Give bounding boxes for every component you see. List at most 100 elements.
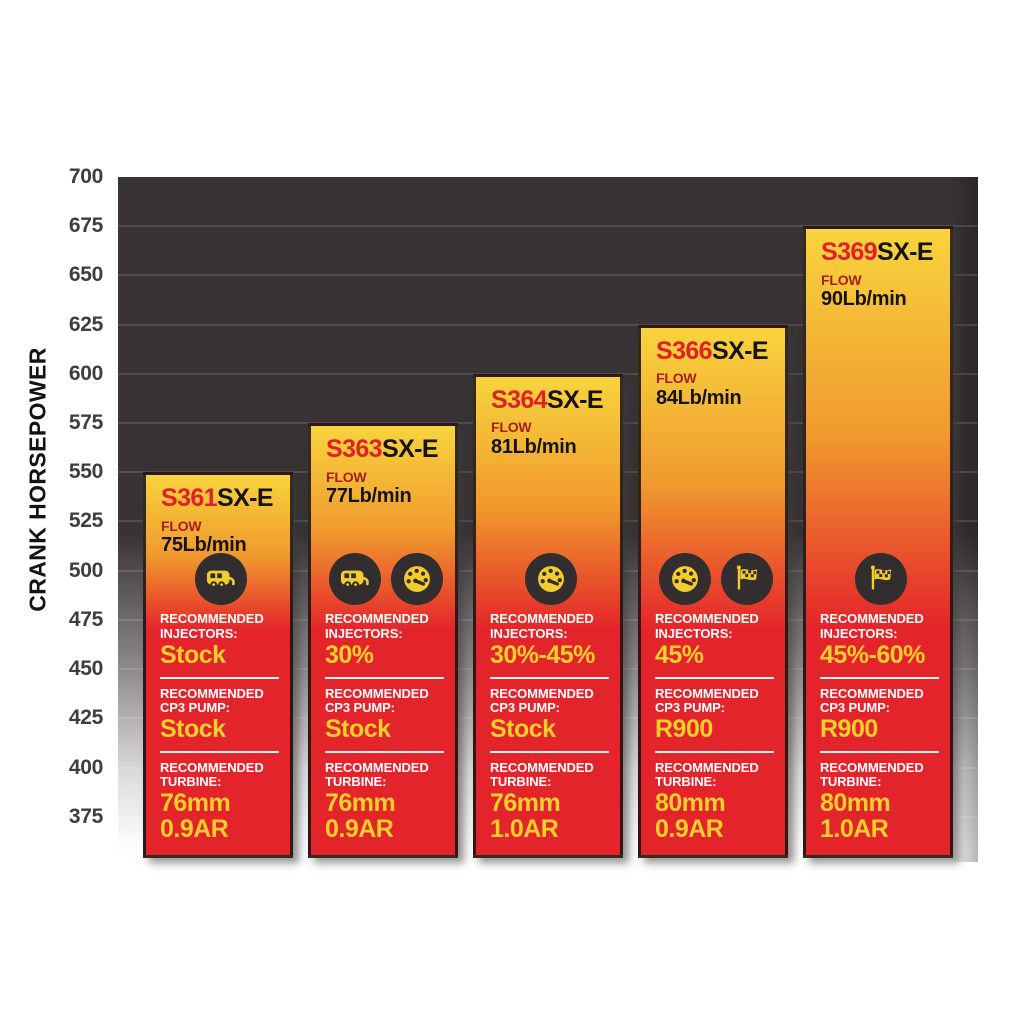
usage-icons [490,553,611,606]
turbine-label: RECOMMENDED TURBINE: [820,759,924,790]
bar-header: S361SX-E FLOW 75Lb/min [146,475,290,557]
separator [655,676,774,679]
y-tick: 500 [68,558,103,582]
y-tick: 550 [68,460,103,484]
bar-specs: RECOMMENDED INJECTORS: 30%-45% RECOMMENDED… [476,553,620,855]
turbine-value-line: 0.9AR [325,815,394,844]
bar-specs: RECOMMENDED INJECTORS: 30% RECOMMENDED CP3… [311,553,455,855]
plot-area: S361SX-E FLOW 75Lb/min RECOMMENDED INJECTOR… [118,177,978,862]
turbine-value-line: 0.9AR [160,815,229,844]
y-tick: 675 [68,214,103,238]
flow-label: FLOW [821,271,862,288]
turbine-value: 76mm 0.9AR [325,791,446,843]
flow-value: 84Lb/min [656,386,742,409]
usage-icons [160,553,281,606]
turbine-label: RECOMMENDED TURBINE: [490,759,594,790]
flow-value: 75Lb/min [161,534,247,557]
usage-icons [325,553,446,606]
y-tick: 525 [68,509,103,533]
rv-icon [328,553,381,606]
flow-label: FLOW [656,370,697,387]
turbine-value-line: 1.0AR [820,815,889,844]
model-name: S364SX-E [491,385,616,414]
model-prefix: S366 [656,336,713,365]
pump-value: Stock [160,715,226,744]
model-prefix: S369 [821,238,878,267]
turbine-value-line: 76mm [160,789,231,818]
model-prefix: S361 [161,484,218,513]
gauge-icon [390,553,443,606]
flow-value: 90Lb/min [821,288,907,311]
model-name: S361SX-E [161,486,286,512]
model-suffix: SX-E [217,484,274,513]
injectors-value: 30%-45% [490,640,595,669]
model-suffix: SX-E [382,435,439,464]
separator [325,750,444,753]
turbine-value: 80mm 0.9AR [655,791,776,843]
injectors-label: RECOMMENDED INJECTORS: [490,611,594,641]
injectors-value: 45% [655,640,704,669]
model-prefix: S363 [326,435,383,464]
pump-label: RECOMMENDED CP3 PUMP: [655,685,759,715]
model-name: S363SX-E [326,435,451,464]
turbine-label: RECOMMENDED TURBINE: [325,759,429,790]
y-tick: 450 [68,657,103,681]
rv-icon [194,553,247,606]
y-tick: 650 [68,263,103,287]
gauge-icon [658,553,711,606]
separator [655,750,774,753]
flag-icon [720,553,773,606]
gauge-icon [524,553,577,606]
flow-value: 77Lb/min [326,485,412,508]
bar-s364sx-e: S364SX-E FLOW 81Lb/min RECOMMENDED INJECTOR… [473,373,623,858]
injectors-value: 45%-60% [820,640,925,669]
gridline [118,274,978,277]
injectors-label: RECOMMENDED INJECTORS: [160,611,264,641]
turbine-label: RECOMMENDED TURBINE: [160,759,264,790]
y-tick: 400 [68,755,103,779]
y-tick: 700 [68,165,103,188]
bar-header: S364SX-E FLOW 81Lb/min [476,377,620,459]
separator [820,750,939,753]
bar-s361sx-e: S361SX-E FLOW 75Lb/min RECOMMENDED INJECTOR… [143,472,293,858]
bar-specs: RECOMMENDED INJECTORS: 45% RECOMMENDED CP3… [641,553,785,855]
turbine-value-line: 76mm [325,789,396,818]
bar-header: S366SX-E FLOW 84Lb/min [641,328,785,410]
separator [325,676,444,679]
turbine-value-line: 80mm [655,789,726,818]
turbine-value-line: 76mm [490,789,561,818]
y-tick: 425 [68,706,103,730]
model-prefix: S364 [491,385,548,414]
y-tick: 575 [68,411,103,435]
bar-s366sx-e: S366SX-E FLOW 84Lb/min RECOMMENDED INJECTOR… [638,324,788,858]
injectors-value: 30% [325,640,374,669]
flow-label: FLOW [491,419,532,436]
model-name: S366SX-E [656,336,781,365]
bar-header: S369SX-E FLOW 90Lb/min [806,229,950,311]
turbine-value: 76mm 0.9AR [160,791,281,843]
separator [490,676,609,679]
pump-value: R900 [820,715,878,744]
separator [160,676,279,679]
model-name: S369SX-E [821,238,946,267]
injectors-label: RECOMMENDED INJECTORS: [820,611,924,641]
y-tick: 625 [68,312,103,336]
y-tick: 475 [68,607,103,631]
pump-value: Stock [325,715,391,744]
turbine-value: 76mm 1.0AR [490,791,611,843]
usage-icons [820,553,941,606]
bar-specs: RECOMMENDED INJECTORS: Stock RECOMMENDED C… [146,553,290,855]
model-suffix: SX-E [877,238,934,267]
pump-label: RECOMMENDED CP3 PUMP: [325,685,429,715]
pump-label: RECOMMENDED CP3 PUMP: [160,685,264,715]
turbine-value: 80mm 1.0AR [820,791,941,843]
injectors-label: RECOMMENDED INJECTORS: [655,611,759,641]
model-suffix: SX-E [547,385,604,414]
flow-label: FLOW [326,468,367,485]
injectors-label: RECOMMENDED INJECTORS: [325,611,429,641]
bar-s363sx-e: S363SX-E FLOW 77Lb/min RECOMMENDED INJECTOR… [308,423,458,858]
bar-header: S363SX-E FLOW 77Lb/min [311,426,455,508]
injectors-value: Stock [160,640,226,669]
flag-icon [854,553,907,606]
